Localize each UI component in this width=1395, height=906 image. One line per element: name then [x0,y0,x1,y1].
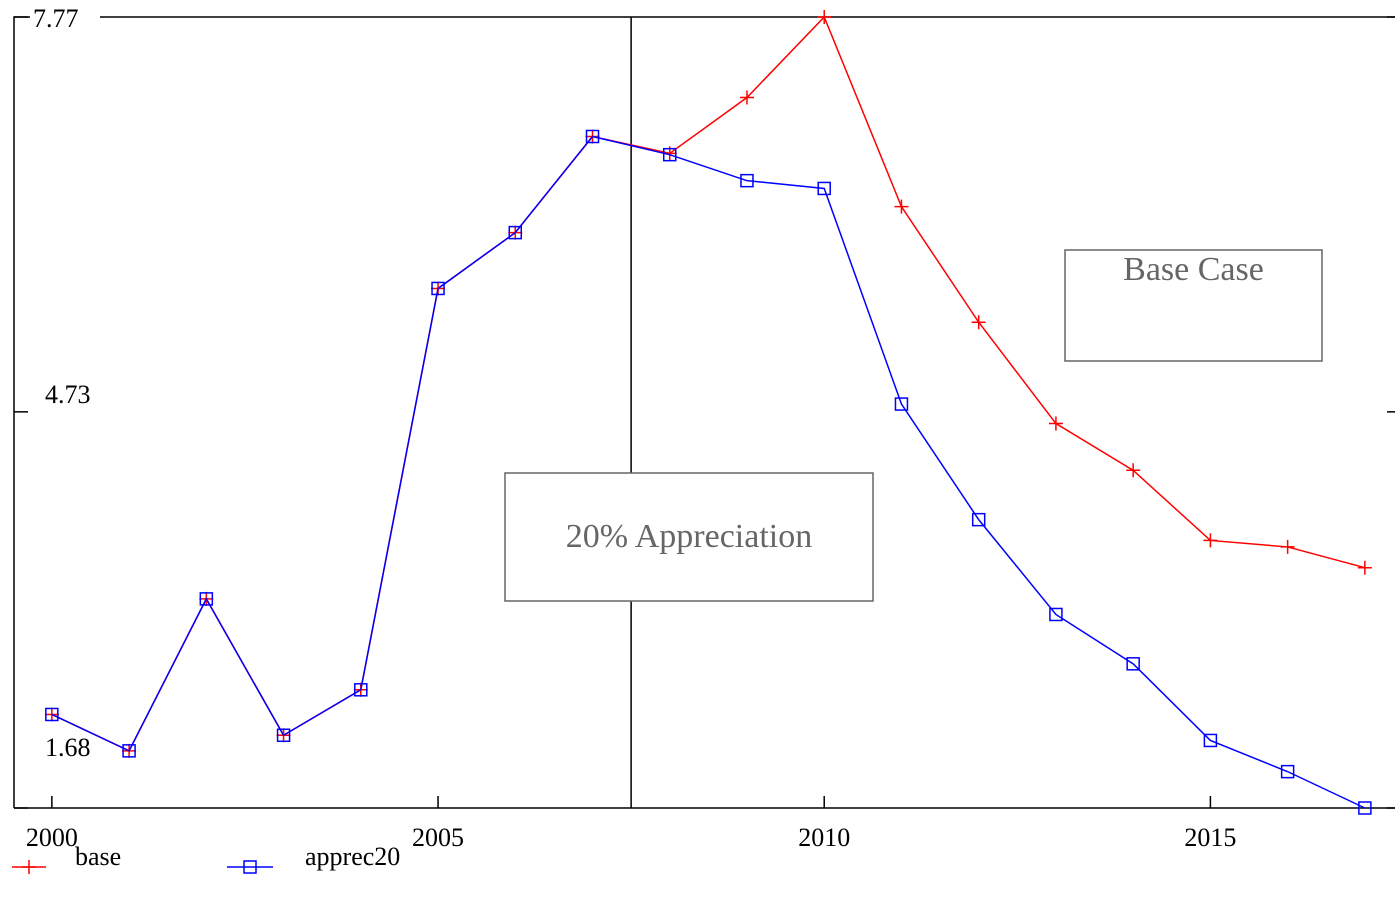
point [508,225,523,240]
legend-label: apprec20 [305,842,400,871]
point [1203,533,1218,548]
point [354,683,368,697]
x-tick-label: 2010 [798,823,850,852]
point [1358,801,1372,815]
point [740,173,754,188]
point [739,90,754,105]
legend-marker [22,860,36,874]
point [431,281,445,296]
point [1048,416,1063,431]
annotation-text: Base Case [1123,251,1264,288]
point [45,707,59,722]
point [199,592,214,606]
point [817,181,831,196]
annotation-text: 20% Appreciation [566,518,812,555]
point [276,728,291,743]
annotation-box [1064,249,1323,362]
x-tick-label: 2005 [412,823,464,852]
axis-frame [13,16,1395,809]
point [971,315,986,330]
point [1280,539,1295,554]
point [585,129,600,144]
point [1280,764,1295,779]
point [894,199,909,214]
y-tick-label: 1.68 [45,733,91,762]
y-tick-label: 4.73 [45,380,91,409]
point [1357,560,1372,575]
point [1203,733,1218,748]
legend-marker [243,860,257,874]
legend-label: base [75,842,121,871]
x-tick-label: 2000 [26,823,78,852]
point [122,744,136,758]
annotation-box [504,472,874,602]
y-tick-label: 7.77 [33,4,79,33]
point [971,512,986,527]
point [1049,607,1063,622]
point [817,10,832,24]
point [662,147,677,162]
series-line [51,15,1366,752]
point [1126,657,1140,671]
x-tick-label: 2015 [1184,823,1236,852]
series-line [51,135,1366,809]
point [1126,463,1141,478]
label-bg [30,5,100,31]
point [894,397,909,411]
